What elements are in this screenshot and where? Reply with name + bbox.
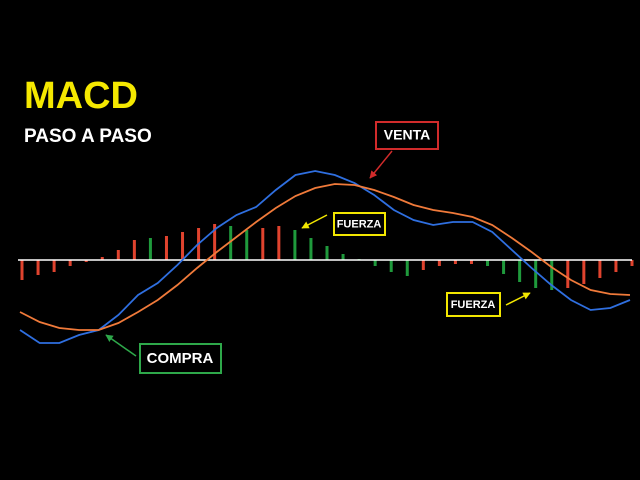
annotation-box	[375, 121, 439, 150]
histogram-bar	[405, 260, 409, 276]
histogram-bar	[389, 260, 393, 272]
histogram-bar	[534, 260, 538, 288]
arrow	[505, 292, 531, 306]
histogram-bar	[100, 257, 104, 260]
subtitle: PASO A PASO	[24, 126, 152, 147]
histogram-bar	[598, 260, 602, 278]
histogram-bar	[582, 260, 586, 284]
histogram-bar	[245, 230, 249, 260]
histogram-bar	[84, 260, 88, 262]
title: MACD	[24, 75, 138, 117]
histogram-bar	[502, 260, 506, 274]
histogram-bar	[229, 226, 233, 260]
histogram-bar	[261, 228, 265, 260]
histogram-bar	[132, 240, 136, 260]
histogram-bar	[293, 230, 297, 260]
histogram-bar	[181, 232, 185, 260]
annotation: FUERZA	[451, 299, 496, 311]
histogram-bar	[630, 260, 634, 266]
histogram-bar	[614, 260, 618, 272]
histogram-bar	[36, 260, 40, 275]
annotation: COMPRA	[147, 350, 214, 367]
histogram-bar	[486, 260, 490, 266]
plot	[20, 224, 634, 290]
histogram-bar	[20, 260, 24, 280]
histogram-bar	[116, 250, 120, 260]
histogram-bar	[164, 236, 168, 260]
histogram-bar	[277, 226, 281, 260]
histogram-bar	[213, 224, 217, 260]
arrow	[105, 334, 137, 357]
lines	[19, 170, 631, 344]
histogram-bar	[550, 260, 554, 290]
histogram-bar	[566, 260, 570, 288]
annotation: FUERZA	[337, 218, 382, 230]
histogram-bar	[325, 246, 329, 260]
series-line	[19, 183, 631, 331]
series-line	[19, 170, 631, 344]
histogram-bar	[421, 260, 425, 270]
annotation-box	[446, 292, 501, 317]
histogram-bar	[68, 260, 72, 266]
histogram-bar	[518, 260, 522, 282]
histogram-bar	[373, 260, 377, 266]
histogram-bar	[341, 254, 345, 260]
histogram-bar	[437, 260, 441, 266]
histogram-bar	[52, 260, 56, 272]
annotation-box	[333, 212, 386, 236]
histogram-bar	[148, 238, 152, 260]
annotation-box	[139, 343, 222, 374]
arrow	[301, 214, 328, 229]
histogram-bar	[469, 260, 473, 264]
annotation: VENTA	[384, 127, 430, 143]
histogram-bar	[309, 238, 313, 260]
arrow	[369, 150, 393, 179]
histogram-bar	[453, 260, 457, 264]
